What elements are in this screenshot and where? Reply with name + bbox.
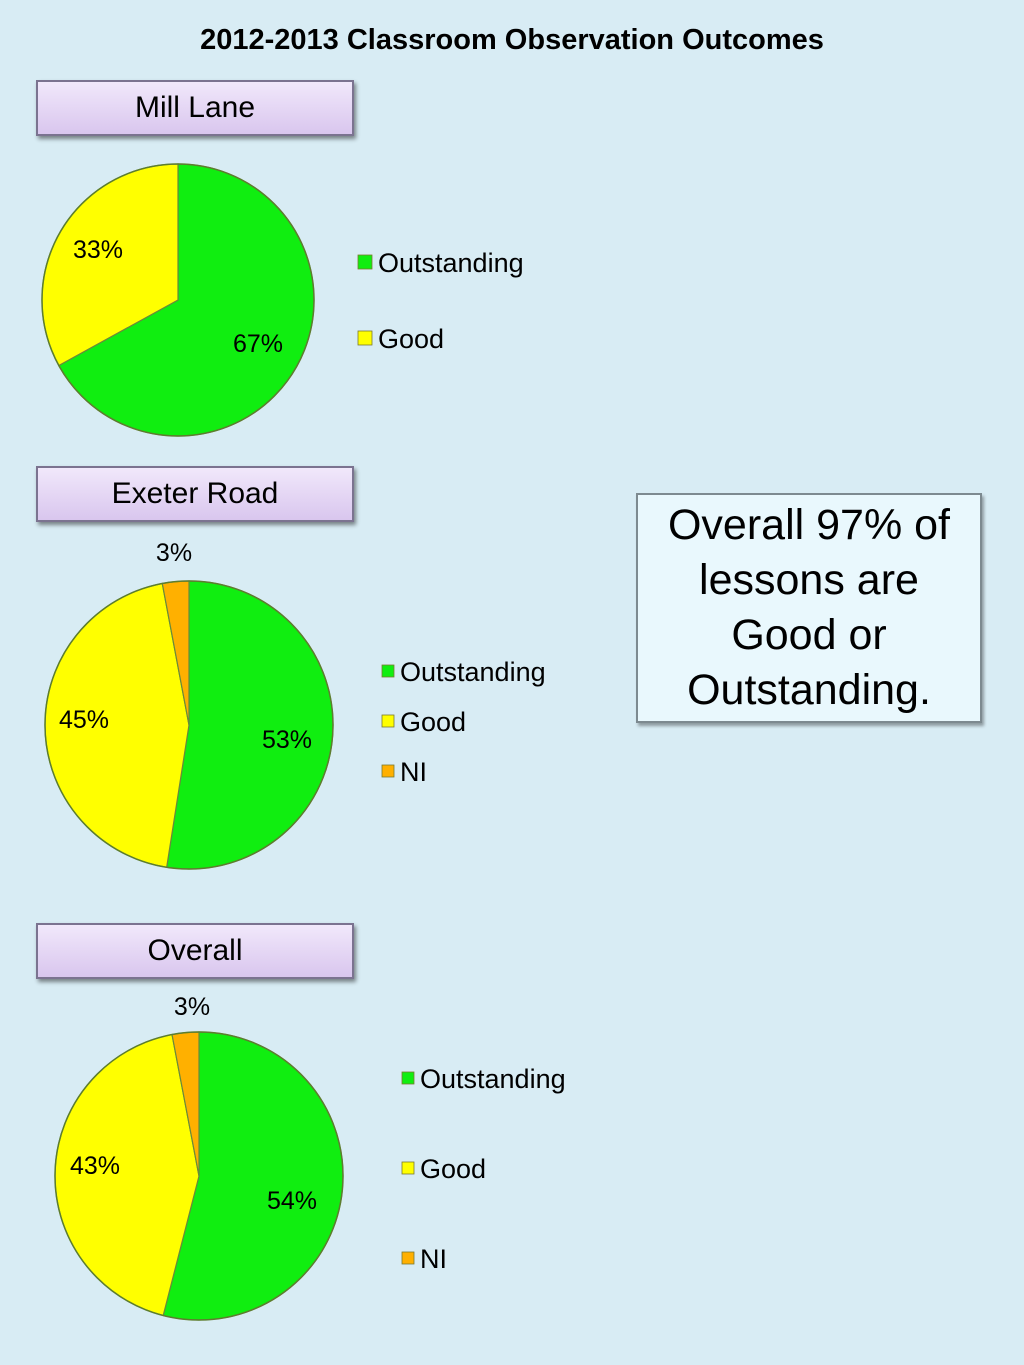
page-title: 2012-2013 Classroom Observation Outcomes <box>200 24 824 56</box>
data-label-good: 43% <box>70 1152 120 1180</box>
legend-swatch-outstanding <box>401 1071 415 1085</box>
legend-label-ni: NI <box>420 1244 447 1274</box>
pie-outline <box>44 580 334 870</box>
data-label-ni: 3% <box>156 539 192 567</box>
data-label-outstanding: 54% <box>267 1187 317 1215</box>
pie-outline <box>41 163 315 437</box>
legend-label-good: Good <box>420 1154 486 1184</box>
legend-label-good: Good <box>378 324 444 354</box>
legend-swatch-outstanding <box>381 664 395 678</box>
legend-label-outstanding: Outstanding <box>378 248 524 278</box>
legend-swatch-outstanding <box>357 254 373 270</box>
pie-chart-overall: 54% 43% 3% Outstanding Good NI <box>54 993 566 1321</box>
legend-swatch-good <box>357 330 373 346</box>
legend-label-outstanding: Outstanding <box>420 1064 566 1094</box>
legend-swatch-ni <box>401 1251 415 1265</box>
data-label-good: 33% <box>73 236 123 264</box>
data-label-good: 45% <box>59 706 109 734</box>
pie-chart-exeter-road: 53% 45% 3% Outstanding Good NI <box>44 539 546 870</box>
section-label-mill-lane: Mill Lane <box>36 80 354 136</box>
legend-swatch-good <box>381 714 395 728</box>
legend-label-outstanding: Outstanding <box>400 657 546 687</box>
pie-outline <box>54 1031 344 1321</box>
summary-callout: Overall 97% of lessons are Good or Outst… <box>636 493 982 723</box>
pie-chart-mill-lane: 67% 33% Outstanding Good <box>41 163 524 437</box>
data-label-ni: 3% <box>174 993 210 1021</box>
data-label-outstanding: 67% <box>233 330 283 358</box>
section-label-exeter-road: Exeter Road <box>36 466 354 522</box>
section-label-overall: Overall <box>36 923 354 979</box>
legend-swatch-good <box>401 1161 415 1175</box>
legend-label-ni: NI <box>400 757 427 787</box>
data-label-outstanding: 53% <box>262 726 312 754</box>
pie-slice-outstanding <box>166 580 334 870</box>
legend-label-good: Good <box>400 707 466 737</box>
legend-swatch-ni <box>381 764 395 778</box>
